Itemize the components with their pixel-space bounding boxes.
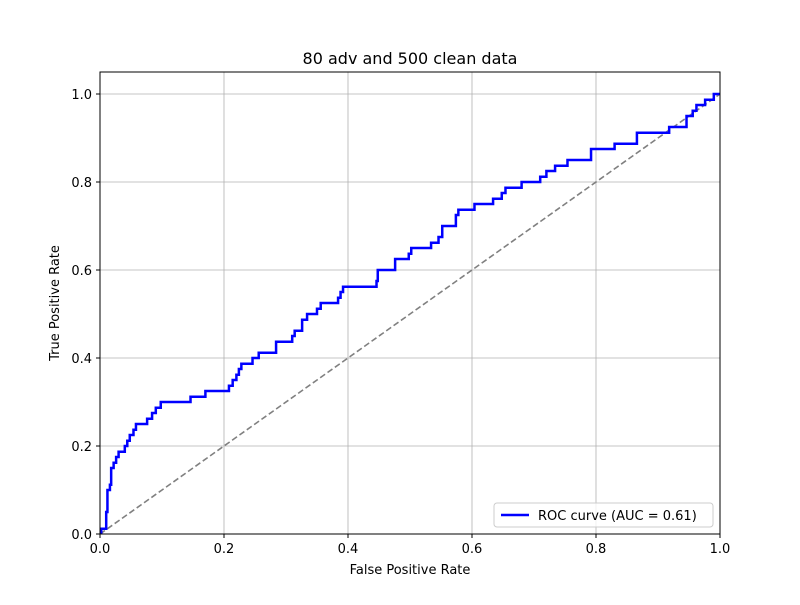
legend: ROC curve (AUC = 0.61) <box>493 502 714 528</box>
y-tick-label: 0.2 <box>71 440 92 455</box>
y-axis-label: True Positive Rate <box>48 245 63 362</box>
x-tick-label: 0.0 <box>90 542 111 557</box>
grid-lines <box>99 72 721 535</box>
legend-box <box>493 502 714 528</box>
x-tick-label: 0.2 <box>214 542 235 557</box>
y-tick-label: 1.0 <box>71 88 92 103</box>
x-tick-label: 0.8 <box>586 542 607 557</box>
legend-label-roc: ROC curve (AUC = 0.61) <box>538 509 697 524</box>
y-tick-label: 0.8 <box>71 176 92 191</box>
chance-diagonal-line <box>100 93 720 534</box>
y-tick-label: 0.0 <box>71 528 92 543</box>
x-tick-label: 0.4 <box>338 542 359 557</box>
plot-series <box>100 92 720 534</box>
chart-title: 80 adv and 500 clean data <box>303 49 518 68</box>
y-tick-label: 0.4 <box>71 352 92 367</box>
axis-ticks: 0.0 0.2 0.4 0.6 0.8 1.0 0.0 0.2 0.4 0.6 0.8 1.0 <box>71 88 730 557</box>
roc-curve-line <box>100 92 720 534</box>
x-axis-label: False Positive Rate <box>350 563 471 578</box>
x-tick-label: 0.6 <box>462 542 483 557</box>
y-tick-label: 0.6 <box>71 264 92 279</box>
plot-frame <box>99 71 721 535</box>
x-tick-label: 1.0 <box>710 542 731 557</box>
